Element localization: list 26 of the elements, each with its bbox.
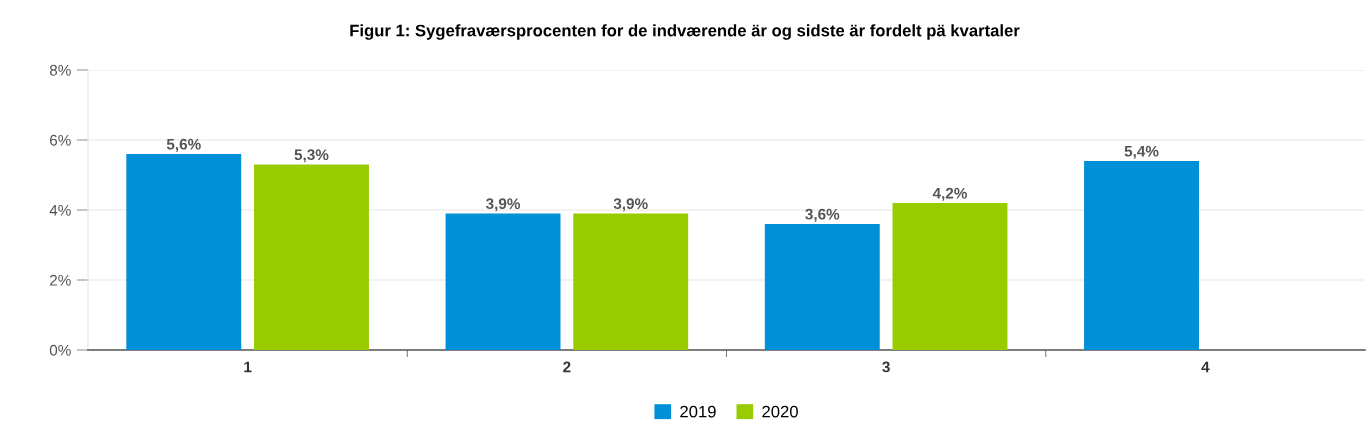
bar	[254, 164, 369, 350]
x-tick-label: 1	[244, 361, 252, 373]
y-tick-label: 2%	[50, 274, 71, 286]
legend-label: 2019	[680, 405, 716, 418]
x-tick-label: 2	[563, 361, 571, 373]
data-label: 5,6%	[166, 138, 201, 152]
x-tick-label: 4	[1201, 361, 1210, 373]
bar	[126, 154, 242, 350]
bar	[764, 224, 880, 350]
data-label: 3,6%	[805, 208, 840, 222]
bar	[445, 213, 561, 350]
legend-label: 2020	[762, 405, 798, 418]
bar	[892, 203, 1008, 350]
bar	[1084, 161, 1199, 350]
data-label: 5,4%	[1124, 145, 1159, 159]
bar	[573, 213, 689, 350]
data-label: 5,3%	[294, 149, 329, 163]
data-label: 3,9%	[485, 198, 521, 212]
y-tick-label: 8%	[49, 64, 71, 76]
y-tick-label: 0%	[49, 344, 71, 356]
y-tick-label: 6%	[50, 134, 71, 146]
chart-title: Figur 1: Sygefraværsprocenten for de indværende är og sidste är fordelt pä kvartaler	[350, 24, 1020, 40]
data-label: 3,9%	[613, 198, 648, 212]
y-tick-label: 4%	[49, 204, 71, 216]
x-tick-label: 3	[882, 361, 890, 373]
data-label: 4,2%	[932, 187, 967, 201]
